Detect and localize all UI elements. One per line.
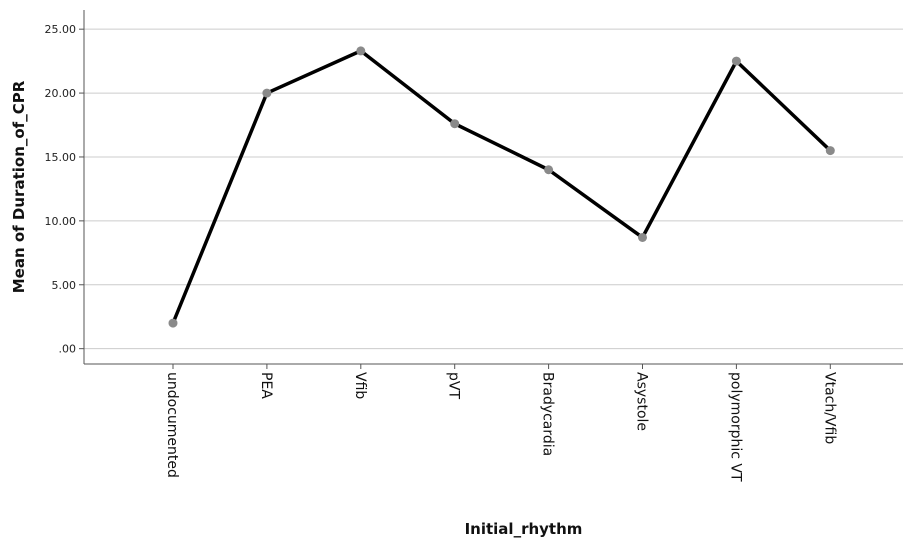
data-point	[450, 119, 460, 129]
x-tick-labels: undocumented PEA Vfib pVT Bradycardia Asystol…	[164, 364, 837, 482]
y-tick-label: 10.00	[45, 215, 77, 228]
data-point	[638, 232, 647, 242]
x-tick-label: Vfib	[352, 372, 368, 399]
data-point	[262, 88, 272, 98]
y-axis-title: Mean of Duration_of_CPR	[10, 80, 28, 293]
grid-lines	[84, 28, 903, 350]
x-tick-label: polymorphic VT	[727, 372, 743, 482]
data-point	[731, 56, 741, 66]
y-tick-label: .00	[59, 343, 77, 356]
axes	[83, 10, 903, 365]
data-point	[356, 46, 366, 56]
x-tick-label: Bradycardia	[540, 372, 556, 456]
y-tick-label: 15.00	[45, 151, 77, 164]
data-point	[544, 165, 554, 175]
data-point	[168, 318, 178, 328]
x-tick-label: PEA	[258, 372, 274, 399]
data-point	[825, 146, 835, 156]
x-tick-label: undocumented	[164, 372, 180, 478]
y-tick-label: 20.00	[45, 87, 77, 100]
y-tick-label: 5.00	[52, 279, 77, 292]
series-line	[171, 49, 833, 325]
x-axis-title: Initial_rhythm	[465, 520, 583, 538]
series	[168, 46, 835, 328]
y-tick-labels: .00 5.00 10.00 15.00 20.00 25.00	[45, 23, 84, 356]
y-tick-label: 25.00	[45, 23, 77, 36]
x-tick-label: Asystole	[634, 372, 650, 431]
x-tick-label: Vtach/Vfib	[821, 372, 837, 444]
x-tick-label: pVT	[446, 372, 462, 399]
